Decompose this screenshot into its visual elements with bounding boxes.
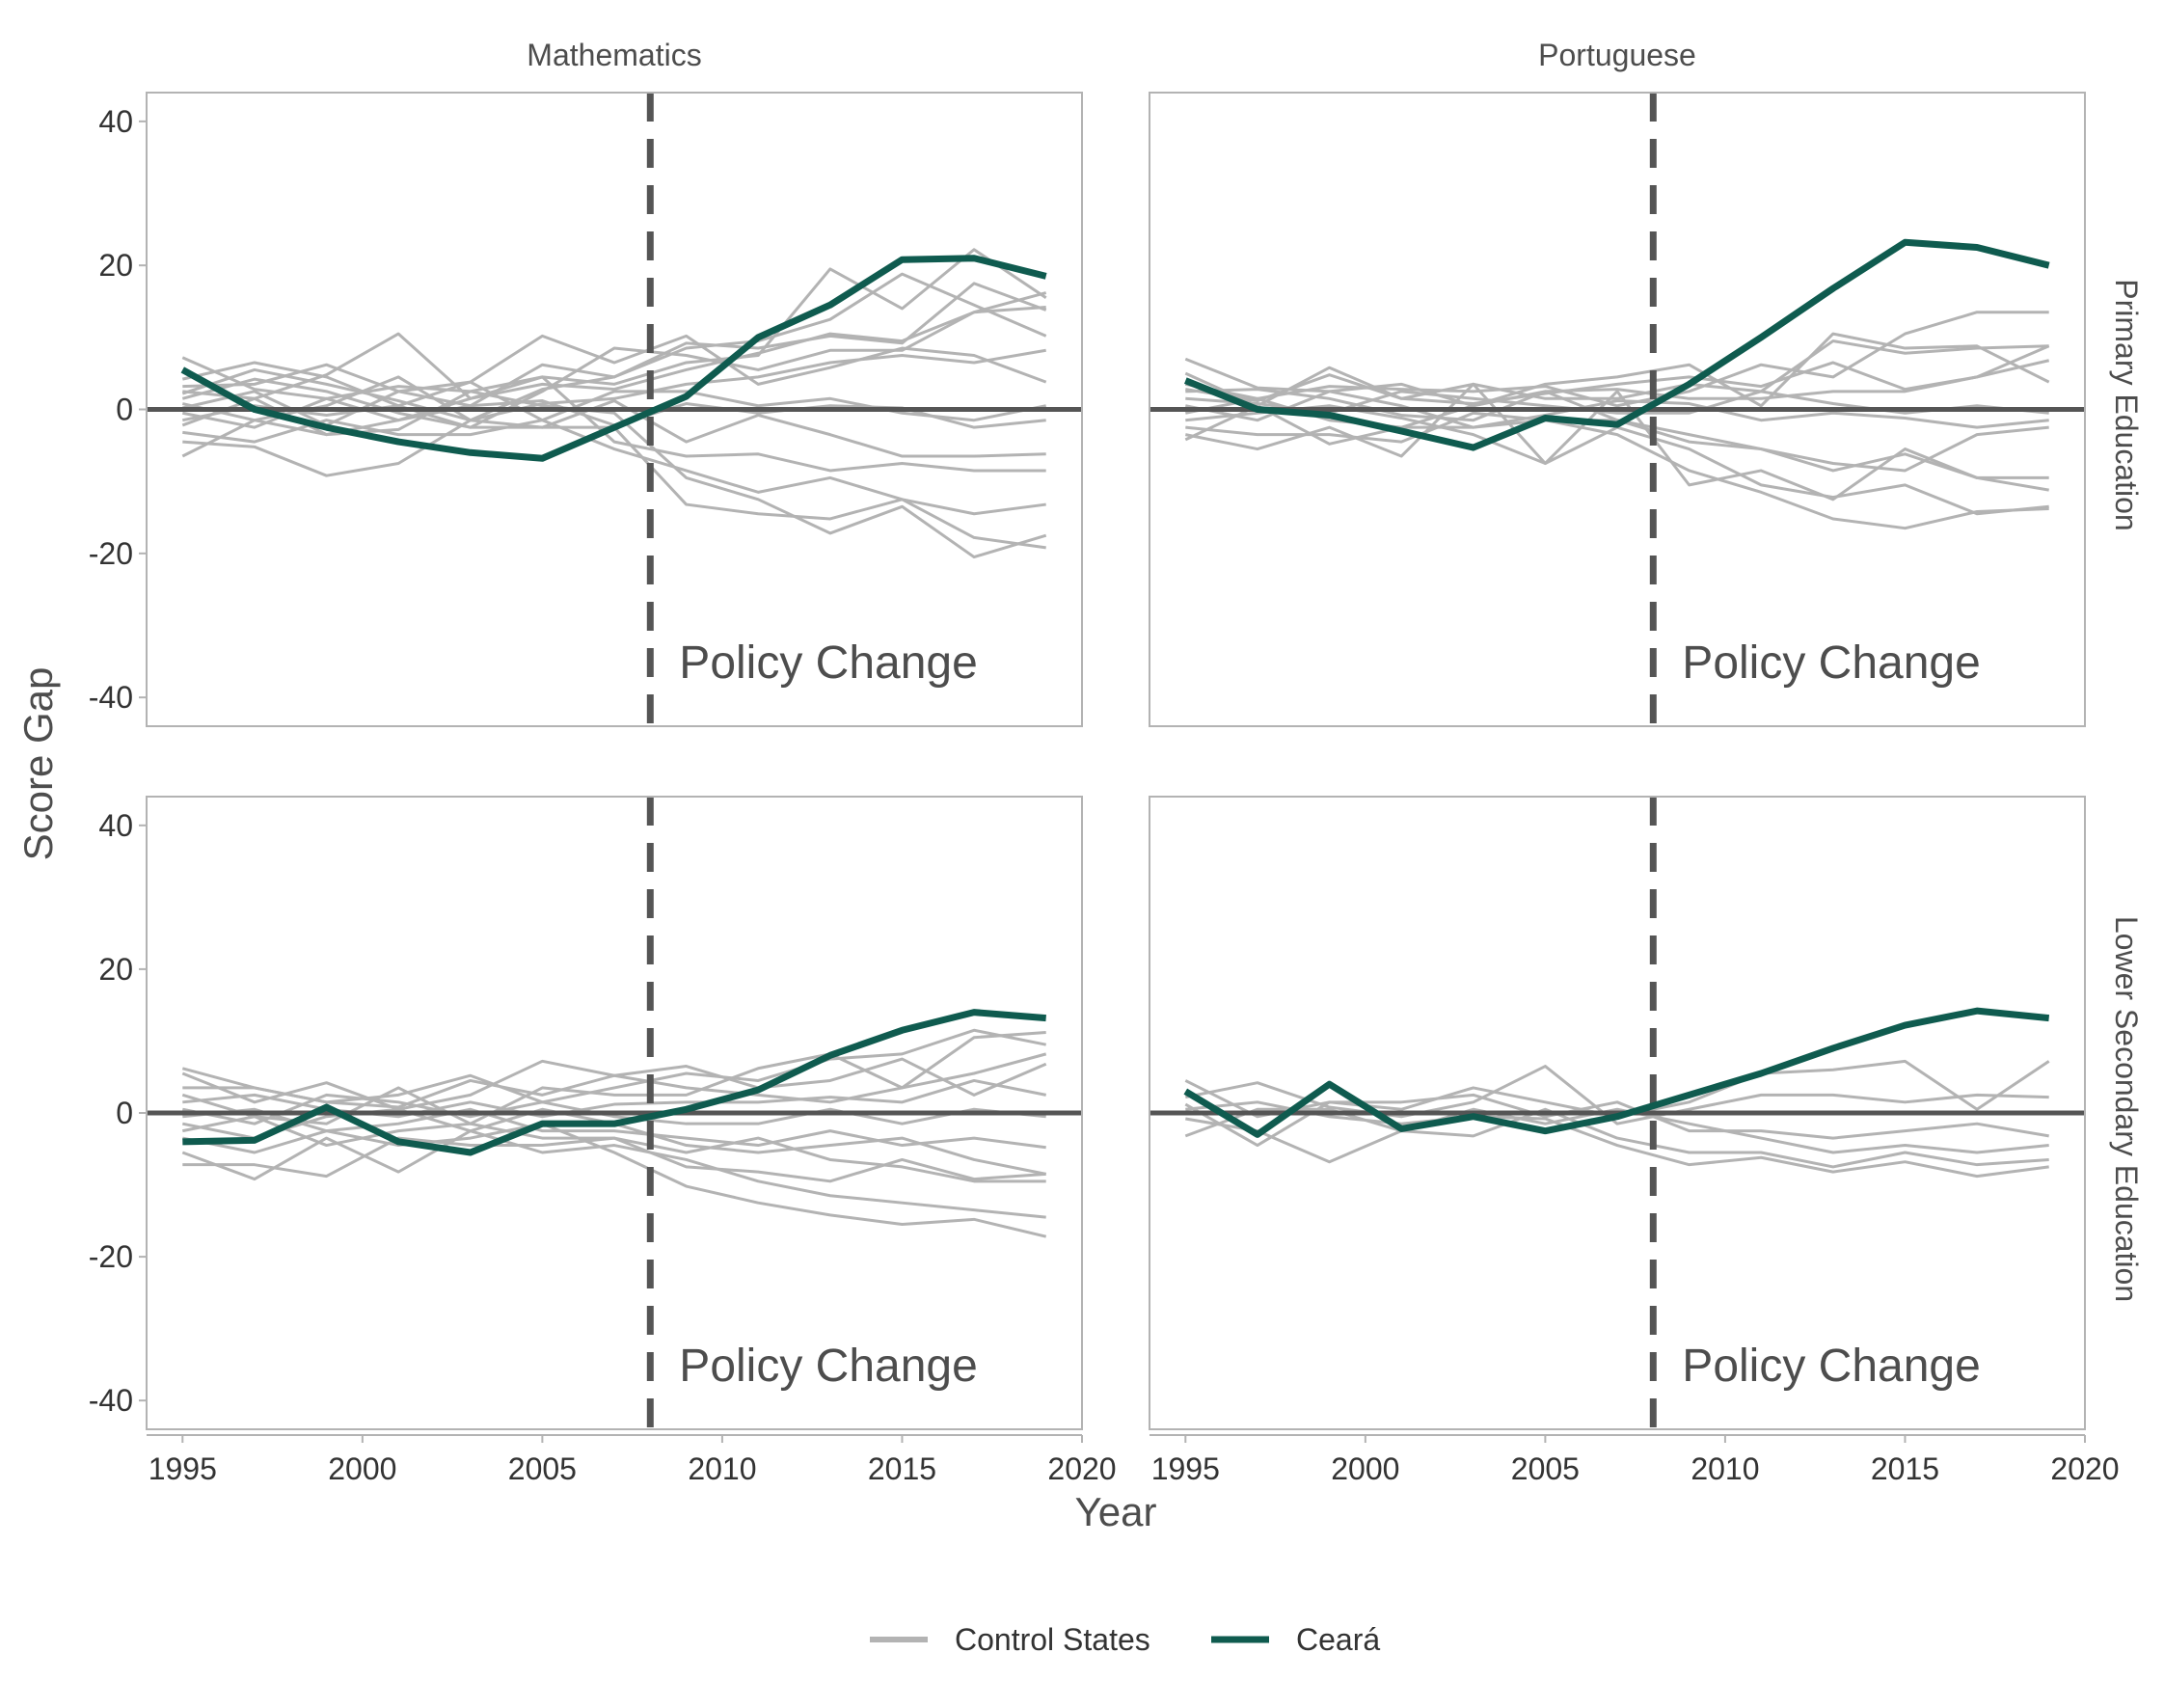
legend: Control States Ceará [870, 1622, 1380, 1657]
column-strip-portuguese: Portuguese [1538, 38, 1696, 72]
control-state-line [181, 305, 1046, 429]
x-tick-label: 2015 [1871, 1451, 1939, 1486]
panel-border [1149, 796, 2086, 1430]
x-tick-label: 2020 [2050, 1451, 2119, 1486]
control-state-line [1185, 1065, 2049, 1125]
y-tick-label: 40 [98, 808, 133, 843]
policy-change-annotation: Policy Change [1682, 1341, 1981, 1392]
control-state-line [182, 1093, 1046, 1125]
y-tick-label: 20 [98, 952, 133, 987]
control-state-line [1184, 1107, 2049, 1154]
x-tick-label: 2010 [688, 1451, 756, 1486]
policy-change-annotation: Policy Change [1682, 637, 1981, 689]
x-tick-label: 1995 [149, 1451, 217, 1486]
control-state-line [182, 419, 1046, 516]
ceara-line [1184, 238, 2050, 451]
control-state-line [1185, 359, 2050, 422]
column-strip-mathematics: Mathematics [527, 38, 701, 72]
x-tick-label: 2020 [1047, 1451, 1116, 1486]
panel-primary-mathematics: Policy Change -40 -20 0 20 40 [89, 92, 1083, 727]
control-state-line [181, 1129, 1046, 1219]
policy-change-annotation: Policy Change [679, 637, 978, 689]
control-state-line [1185, 344, 2050, 406]
y-tick-label: -20 [89, 536, 133, 571]
control-state-line [181, 390, 1047, 559]
legend-label-control-states: Control States [955, 1622, 1150, 1657]
control-state-line [182, 291, 1047, 400]
panel-border [1149, 92, 2086, 727]
ceara-line [1183, 1007, 2050, 1138]
control-state-line [1184, 332, 2050, 408]
control-state-line [1185, 1107, 2049, 1169]
control-state-line [182, 419, 1046, 550]
panel-primary-portuguese: Policy Change [1149, 92, 2086, 727]
legend-label-ceara: Ceará [1296, 1622, 1380, 1657]
control-state-line [182, 1122, 1047, 1238]
ceara-line [182, 1009, 1046, 1156]
y-tick-label: 0 [116, 1096, 133, 1130]
control-state-line [1185, 1100, 2049, 1179]
ceara-line [180, 255, 1047, 462]
control-state-line [182, 272, 1047, 408]
y-tick-label: 20 [98, 248, 133, 283]
y-tick-label: -20 [89, 1239, 133, 1274]
y-tick-label: 40 [98, 104, 133, 139]
control-state-line [1185, 311, 2049, 408]
x-tick-label: 2000 [328, 1451, 396, 1486]
control-state-line [1185, 411, 2049, 530]
x-axis-title: Year [1075, 1489, 1157, 1534]
row-strip-primary-education: Primary Education [2109, 279, 2144, 530]
y-axis-title: Score Gap [15, 667, 61, 861]
control-state-line [182, 399, 1046, 458]
control-state-line [182, 1052, 1047, 1109]
control-state-line [1185, 382, 2049, 502]
x-tick-label: 2005 [1511, 1451, 1580, 1486]
control-state-line [1184, 339, 2049, 408]
panel-lower-mathematics: Policy Change -40 -20 0 20 40 1995 2000 2005 2010… [89, 796, 1117, 1486]
control-state-line [181, 334, 1047, 408]
x-tick-label: 2005 [508, 1451, 577, 1486]
x-tick-label: 1995 [1151, 1451, 1220, 1486]
x-tick-label: 2000 [1331, 1451, 1399, 1486]
y-tick-label: -40 [89, 680, 133, 715]
panel-lower-portuguese: Policy Change 1995 2000 2005 2010 2015 2020 [1149, 796, 2120, 1486]
x-tick-label: 2010 [1691, 1451, 1759, 1486]
control-state-line [1185, 390, 2049, 429]
control-state-line [1184, 404, 2049, 473]
control-state-line [181, 1031, 1046, 1125]
row-strip-lower-secondary-education: Lower Secondary Education [2109, 916, 2144, 1302]
control-state-line [181, 282, 1047, 422]
y-tick-label: -40 [89, 1383, 133, 1418]
x-tick-label: 2015 [868, 1451, 936, 1486]
control-state-line [182, 1136, 1046, 1183]
policy-change-annotation: Policy Change [679, 1341, 978, 1392]
control-state-line [1184, 1093, 2049, 1148]
y-tick-label: 0 [116, 393, 133, 427]
control-state-line [181, 348, 1046, 422]
